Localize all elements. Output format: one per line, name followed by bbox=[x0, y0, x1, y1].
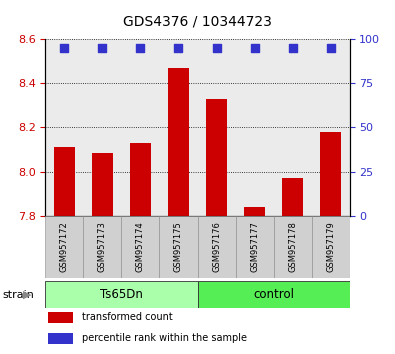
Point bbox=[327, 45, 334, 51]
Text: GSM957178: GSM957178 bbox=[288, 222, 297, 272]
Point bbox=[61, 45, 68, 51]
Point bbox=[137, 45, 144, 51]
Bar bbox=[45, 216, 83, 278]
Bar bbox=[273, 216, 312, 278]
Bar bbox=[160, 216, 198, 278]
Text: GSM957173: GSM957173 bbox=[98, 222, 107, 272]
Text: transformed count: transformed count bbox=[82, 312, 173, 322]
Text: GSM957174: GSM957174 bbox=[136, 222, 145, 272]
Bar bbox=[83, 216, 122, 278]
Text: GSM957172: GSM957172 bbox=[60, 222, 69, 272]
Bar bbox=[168, 68, 189, 216]
Text: control: control bbox=[253, 288, 294, 301]
Bar bbox=[282, 178, 303, 216]
Bar bbox=[198, 281, 350, 308]
Bar bbox=[320, 132, 341, 216]
Bar bbox=[206, 99, 227, 216]
Bar bbox=[49, 312, 73, 323]
Bar bbox=[198, 216, 235, 278]
Text: ▶: ▶ bbox=[23, 290, 31, 300]
Text: GSM957176: GSM957176 bbox=[212, 222, 221, 272]
Bar bbox=[130, 143, 151, 216]
Point bbox=[290, 45, 296, 51]
Bar bbox=[92, 153, 113, 216]
Text: GSM957177: GSM957177 bbox=[250, 222, 259, 272]
Text: GSM957179: GSM957179 bbox=[326, 222, 335, 272]
Point bbox=[213, 45, 220, 51]
Point bbox=[251, 45, 258, 51]
Bar bbox=[235, 216, 274, 278]
Point bbox=[99, 45, 105, 51]
Bar bbox=[122, 216, 160, 278]
Text: percentile rank within the sample: percentile rank within the sample bbox=[82, 333, 247, 343]
Text: GSM957175: GSM957175 bbox=[174, 222, 183, 272]
Bar bbox=[45, 281, 198, 308]
Text: strain: strain bbox=[2, 290, 34, 300]
Bar bbox=[49, 333, 73, 344]
Point bbox=[175, 45, 182, 51]
Text: Ts65Dn: Ts65Dn bbox=[100, 288, 143, 301]
Bar bbox=[244, 207, 265, 216]
Bar bbox=[312, 216, 350, 278]
Text: GDS4376 / 10344723: GDS4376 / 10344723 bbox=[123, 14, 272, 28]
Bar bbox=[54, 147, 75, 216]
